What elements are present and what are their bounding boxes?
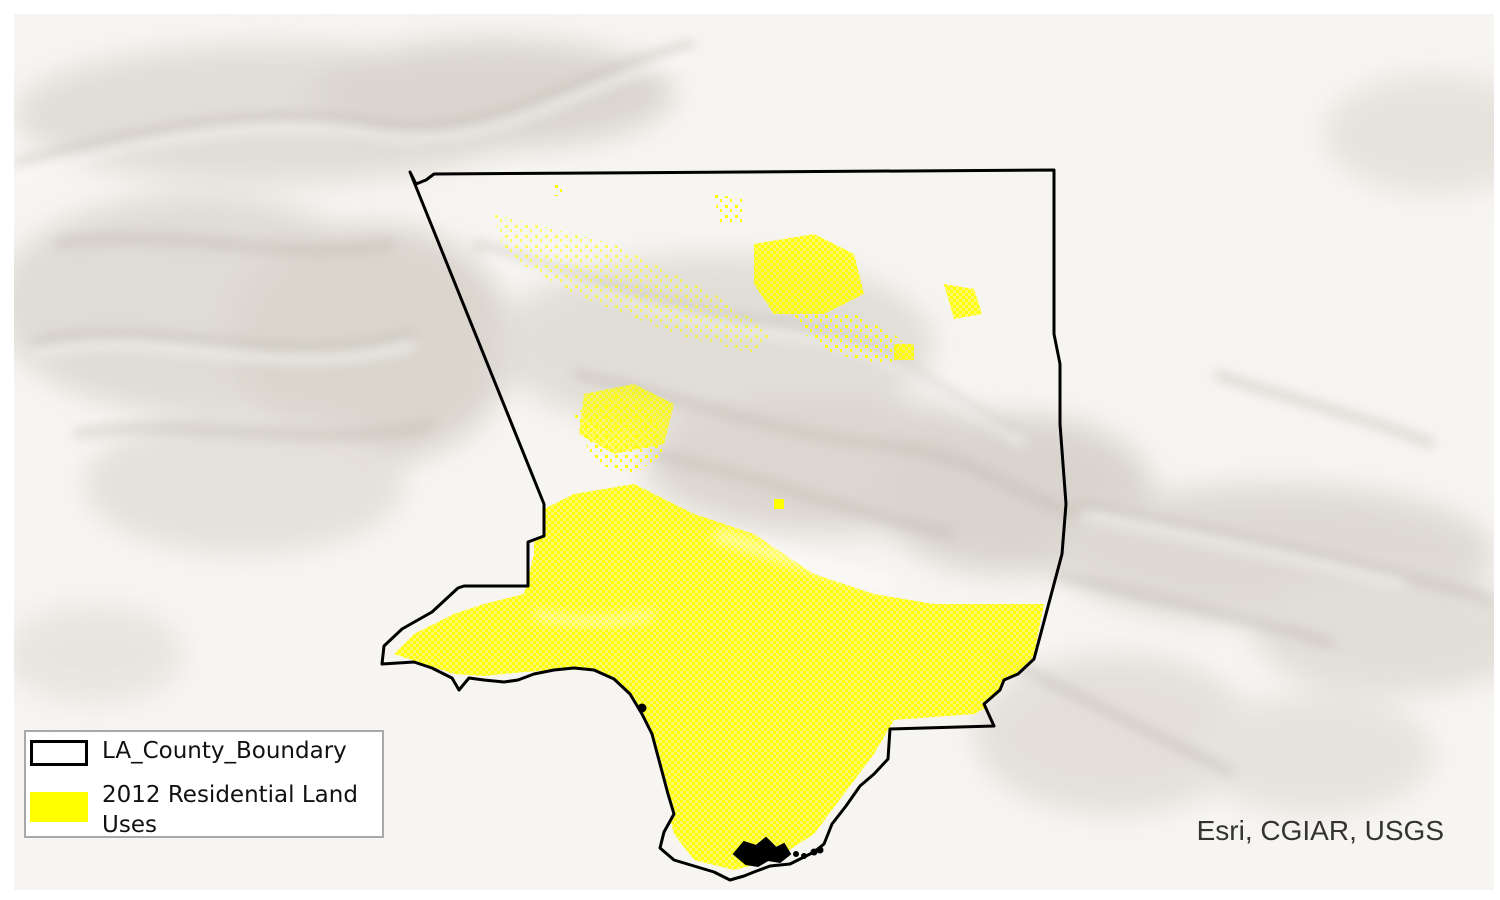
map-attribution: Esri, CGIAR, USGS — [1196, 815, 1444, 846]
legend-label-boundary: LA_County_Boundary — [102, 738, 347, 764]
legend-label-residential: 2012 Residential Land Uses — [102, 782, 358, 838]
hillshade-basemap — [14, 14, 1494, 890]
residential-land-use-layer — [394, 184, 1044, 870]
map-legend: LA_County_Boundary 2012 Residential Land… — [24, 730, 384, 838]
la-county-boundary[interactable] — [380, 168, 1068, 882]
legend-item-boundary: LA_County_Boundary — [26, 736, 382, 766]
legend-item-residential: 2012 Residential Land Uses — [26, 780, 382, 840]
map-canvas[interactable] — [14, 14, 1494, 890]
residential-swatch — [30, 792, 88, 822]
boundary-swatch — [30, 740, 88, 766]
harbor-detail — [637, 703, 824, 868]
map-frame[interactable] — [14, 14, 1494, 890]
